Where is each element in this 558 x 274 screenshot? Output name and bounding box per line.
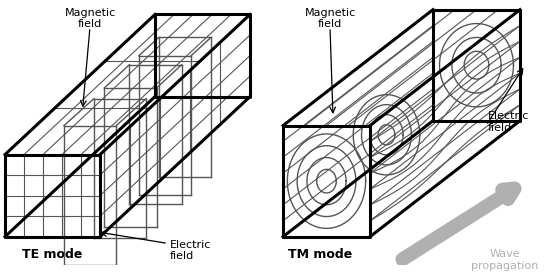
Text: Wave
propagation: Wave propagation bbox=[472, 249, 538, 271]
Text: Electric
field: Electric field bbox=[170, 239, 211, 261]
Text: TE mode: TE mode bbox=[22, 248, 82, 261]
FancyArrowPatch shape bbox=[402, 189, 514, 259]
Text: Electric
field: Electric field bbox=[488, 111, 530, 133]
Text: Magnetic
field: Magnetic field bbox=[64, 8, 116, 29]
Text: Magnetic
field: Magnetic field bbox=[304, 8, 355, 29]
Text: TM mode: TM mode bbox=[288, 248, 352, 261]
